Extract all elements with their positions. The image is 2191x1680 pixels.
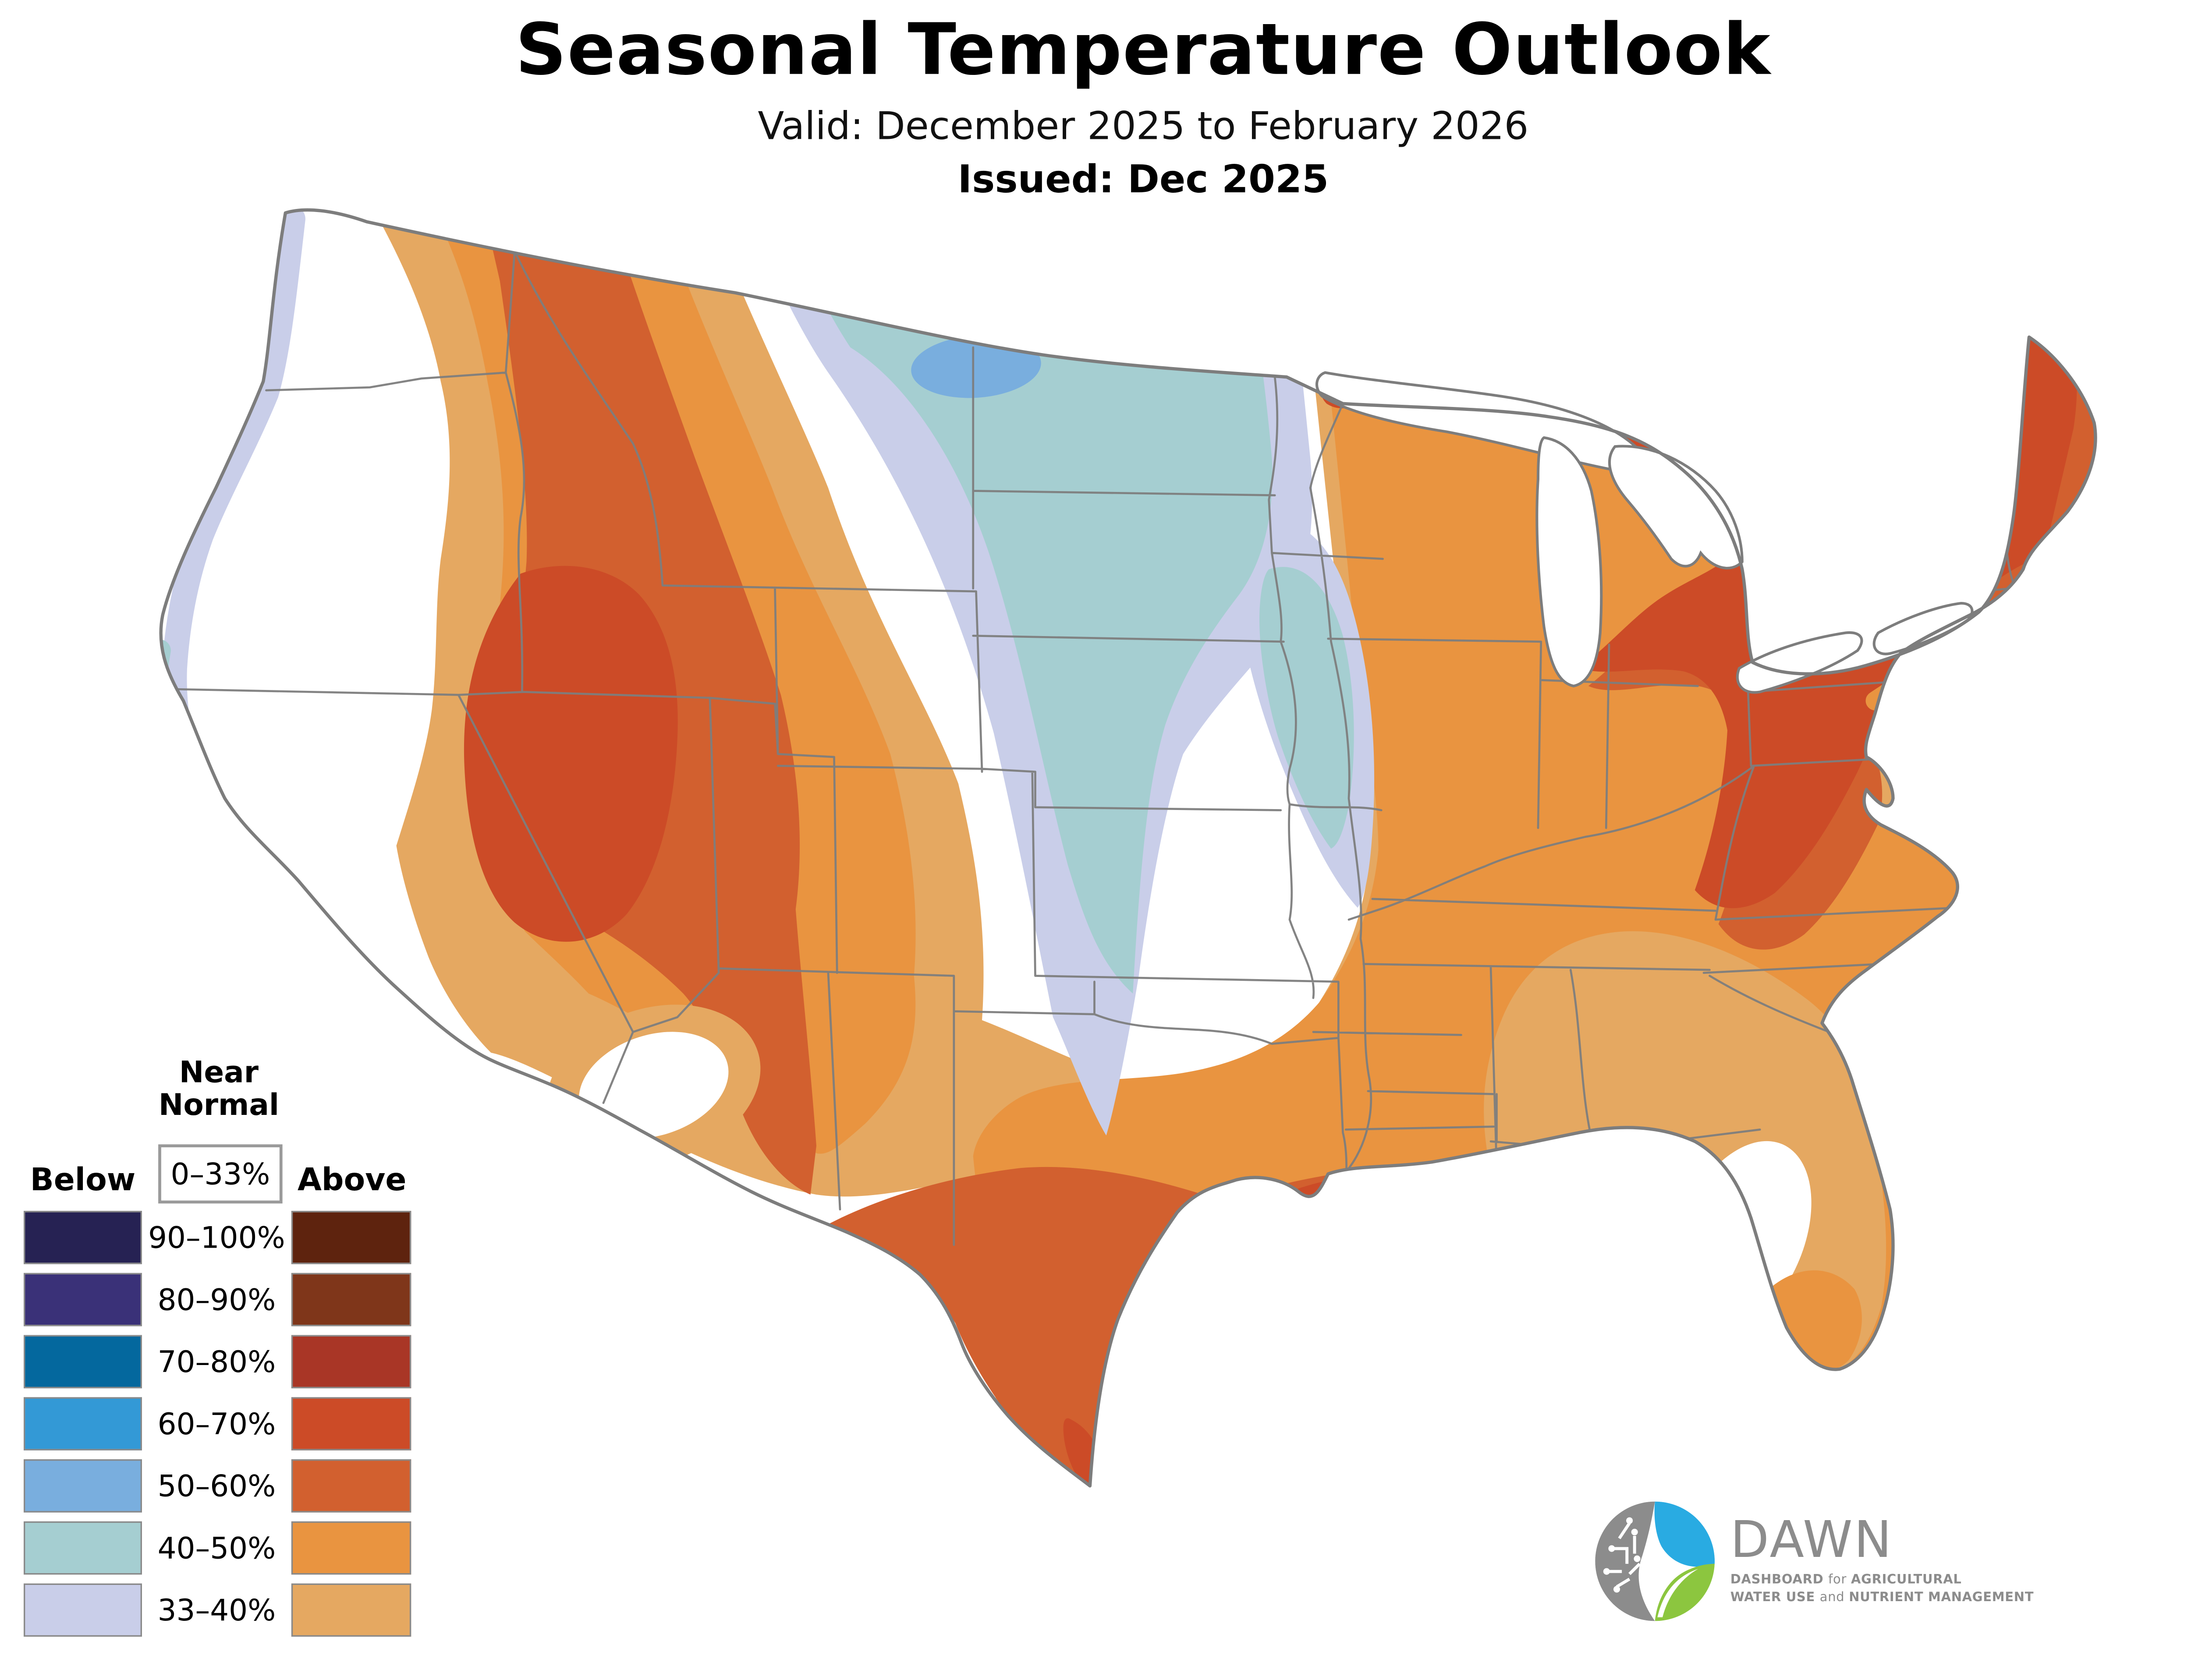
legend-near-normal-label: Near Normal xyxy=(130,1056,308,1121)
legend-swatch-below xyxy=(24,1583,142,1637)
contour-gulf-above-50-60 xyxy=(828,1167,1479,1486)
page-title: Seasonal Temperature Outlook xyxy=(515,9,1771,92)
legend-swatch-below xyxy=(24,1459,142,1513)
logo-water-drop xyxy=(1654,1501,1715,1567)
dawn-logo-tagline-2: WATER USE and NUTRIENT MANAGEMENT xyxy=(1730,1591,2034,1606)
legend-range-label: 60–70% xyxy=(157,1406,276,1442)
legend-swatch-above xyxy=(291,1273,411,1326)
legend-swatch-above xyxy=(291,1459,411,1513)
lake-huron xyxy=(1608,445,1744,569)
legend-row: 60–70% xyxy=(24,1397,411,1450)
contour-northdakota-below-50-60 xyxy=(911,335,1041,398)
legend-row: 50–60% xyxy=(24,1459,411,1513)
legend-range-label: 70–80% xyxy=(157,1344,276,1379)
legend-swatch-above xyxy=(291,1211,411,1264)
header: Seasonal Temperature Outlook Valid: Dece… xyxy=(0,9,2191,202)
legend-swatch-below xyxy=(24,1335,142,1389)
us-outline xyxy=(159,208,2097,1488)
legend-range-label: 33–40% xyxy=(157,1592,276,1628)
legend-range-label: 50–60% xyxy=(157,1468,276,1504)
dawn-logo: DAWN DASHBOARD for AGRICULTURAL WATER US… xyxy=(1592,1490,2065,1632)
legend-swatch-below xyxy=(24,1397,142,1450)
lake-michigan xyxy=(1535,436,1603,688)
lake-erie xyxy=(1736,631,1863,694)
legend-range-label: 80–90% xyxy=(157,1282,276,1318)
legend-swatch-below xyxy=(24,1211,142,1264)
dawn-logo-tagline-1: DASHBOARD for AGRICULTURAL xyxy=(1730,1573,1962,1588)
logo-circuit-half xyxy=(1595,1501,1655,1621)
legend-near-normal-range: 0–33% xyxy=(170,1156,270,1192)
logo-circuit-traces xyxy=(1609,1522,1641,1588)
logo-circuit-nodes xyxy=(1603,1517,1641,1593)
issued-date: Issued: Dec 2025 xyxy=(957,158,1329,202)
legend-row: 70–80% xyxy=(24,1335,411,1389)
dawn-logo-icon xyxy=(1595,1501,1715,1621)
legend-swatch-above xyxy=(291,1335,411,1389)
legend-above-header: Above xyxy=(297,1162,407,1198)
legend-rows: 90–100% 80–90% 70–80% 60–70% 50–60% 40–5… xyxy=(24,1211,411,1645)
contour-west-above-60-70 xyxy=(464,566,678,942)
great-lakes xyxy=(1315,371,1974,694)
legend-near-normal-line1: Near xyxy=(179,1054,259,1090)
near-normal-arizona-oval xyxy=(579,1032,729,1139)
logo-leaf-vein xyxy=(1657,1569,1698,1617)
legend-swatch-above xyxy=(291,1521,411,1575)
valid-period: Valid: December 2025 to February 2026 xyxy=(758,104,1529,149)
legend-row: 33–40% xyxy=(24,1583,411,1637)
dawn-logo-name: DAWN xyxy=(1730,1511,1893,1570)
legend-range-label: 40–50% xyxy=(157,1530,276,1566)
legend-row: 40–50% xyxy=(24,1521,411,1575)
logo-leaf xyxy=(1655,1563,1715,1621)
legend-range-label: 90–100% xyxy=(148,1220,285,1256)
legend-near-normal-line2: Normal xyxy=(158,1086,280,1122)
legend-swatch-below xyxy=(24,1521,142,1575)
legend-near-normal-box: 0–33% xyxy=(158,1144,283,1204)
legend-swatch-above xyxy=(291,1583,411,1637)
legend-row: 80–90% xyxy=(24,1273,411,1326)
legend-row: 90–100% xyxy=(24,1211,411,1264)
legend-below-header: Below xyxy=(30,1162,136,1198)
contour-plains-below-40-50-main xyxy=(769,210,1273,994)
legend-swatch-below xyxy=(24,1273,142,1326)
legend-swatch-above xyxy=(291,1397,411,1450)
